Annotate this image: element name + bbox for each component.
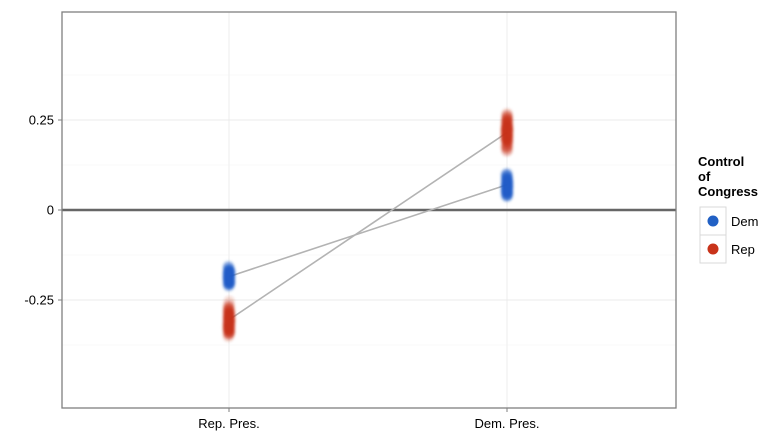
connector-dem (228, 184, 508, 278)
y-tick-label-0: -0.25 (24, 293, 54, 308)
legend: Control of Congress Dem Rep (698, 154, 758, 264)
y-tick-label-2: 0.25 (29, 113, 54, 128)
x-axis: Rep. Pres. Dem. Pres. (198, 408, 540, 431)
x-tick-label-0: Rep. Pres. (198, 416, 259, 431)
data-points (222, 108, 514, 343)
point-rep-0-112 (223, 327, 235, 339)
point-dem-0-119 (223, 278, 236, 290)
legend-rep-swatch (707, 243, 719, 255)
y-tick-label-1: 0 (47, 203, 54, 218)
x-tick-label-1: Dem. Pres. (474, 416, 539, 431)
connector-lines (228, 131, 508, 321)
legend-title-line-1: Control (698, 154, 744, 169)
legend-dem-swatch (707, 215, 719, 227)
point-rep-1-116 (501, 145, 513, 157)
point-rep-1-119 (501, 115, 513, 127)
legend-label-dem: Dem (731, 214, 758, 229)
legend-title-line-3: Congress (698, 184, 758, 199)
point-dem-1-119 (501, 187, 513, 199)
legend-title-line-2: of (698, 169, 711, 184)
legend-label-rep: Rep (731, 242, 755, 257)
point-rep-0-119 (223, 315, 236, 327)
y-axis: -0.25 0 0.25 (24, 113, 62, 308)
connector-rep (228, 131, 508, 321)
